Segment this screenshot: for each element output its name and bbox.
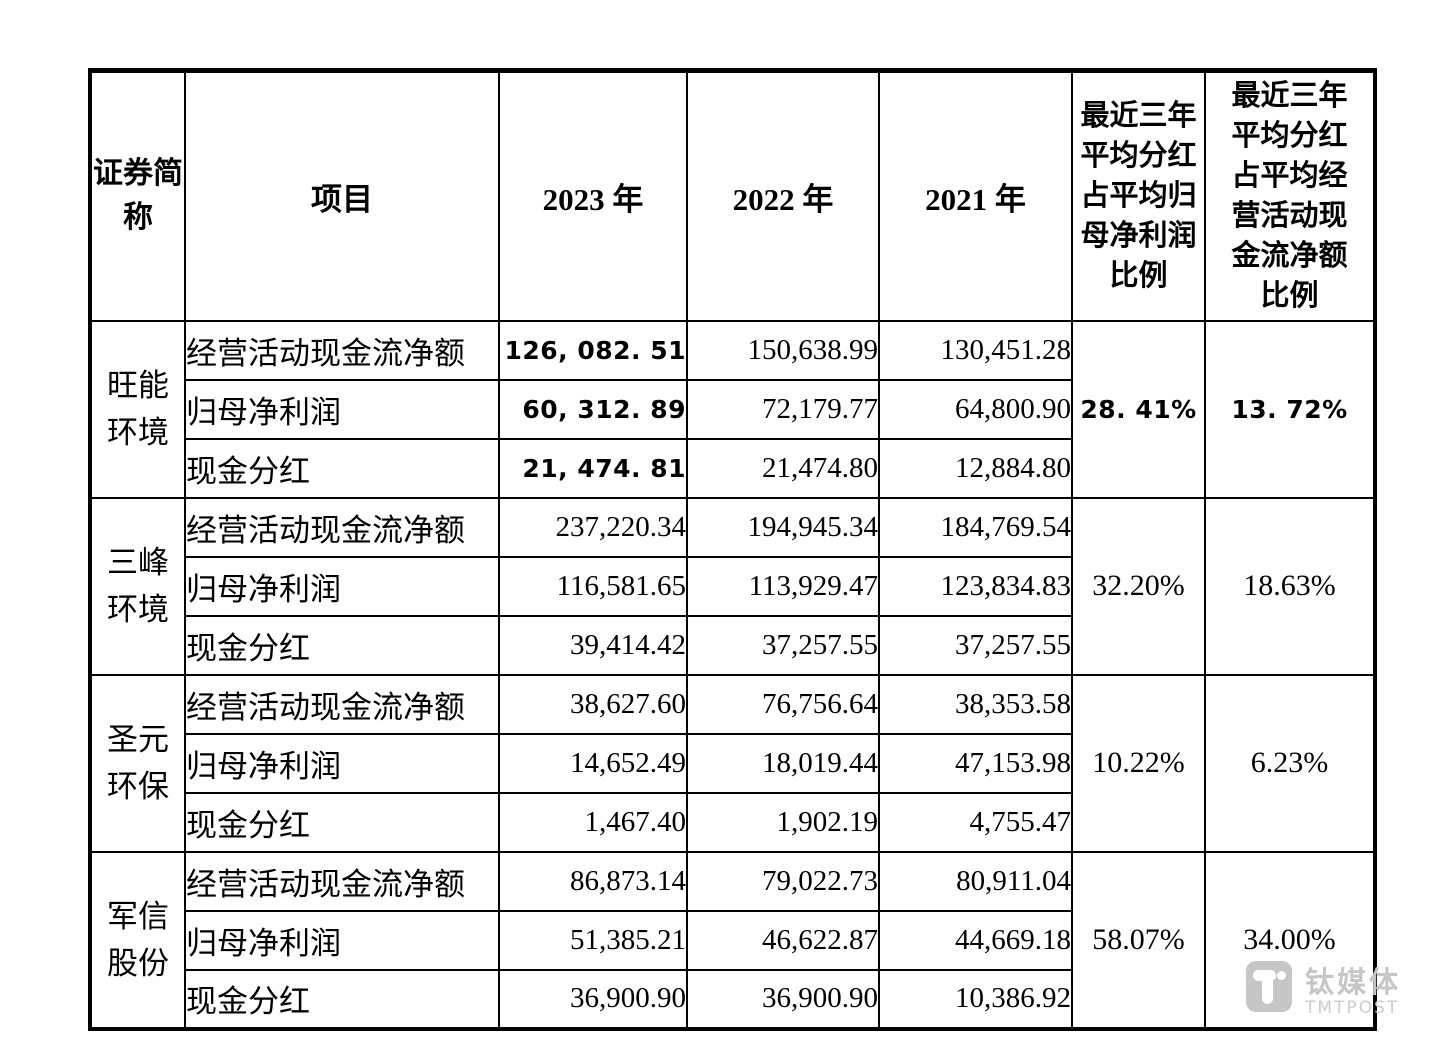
value-2022: 18,019.44 [686,732,880,794]
value-2022: 1,902.19 [686,791,880,853]
value-2021: 12,884.80 [878,437,1073,499]
company-group-sanfeng: 三峰环境 经营活动现金流净额 237,220.34 194,945.34 184… [89,496,1376,676]
value-2023: 14,652.49 [498,732,688,794]
item-label: 经营活动现金流净额 [184,850,500,912]
value-2022: 36,900.90 [686,968,880,1030]
value-2022: 150,638.99 [686,319,880,381]
table-row: 军信股份 经营活动现金流净额 86,873.14 79,022.73 80,91… [89,850,1376,1030]
header-year-2022: 2022 年 [686,69,880,322]
header-year-2021: 2021 年 [878,69,1073,322]
value-2022: 72,179.77 [686,378,880,440]
value-2023: 86,873.14 [498,850,688,912]
tmtpost-watermark: 钛媒体 TMTPOST [1246,961,1401,1017]
item-label: 现金分红 [184,791,500,853]
value-2023: 60, 312. 89 [498,378,688,440]
ratio-dividend-profit: 58.07% [1071,850,1206,1030]
header-item: 项目 [184,69,500,322]
item-label: 归母净利润 [184,909,500,971]
header-security-name: 证券简称 [89,69,186,322]
item-label: 经营活动现金流净额 [184,673,500,735]
value-2023: 36,900.90 [498,968,688,1030]
table-row: 现金分红 21, 474. 81 21,474.80 12,884.80 [90,437,1375,499]
value-2023: 38,627.60 [498,673,688,735]
item-label: 现金分红 [184,614,500,676]
watermark-brand-en: TMTPOST [1305,998,1400,1018]
company-group-shengyuan: 圣元环保 经营活动现金流净额 38,627.60 76,756.64 38,35… [89,673,1376,853]
value-2023: 237,220.34 [498,496,688,558]
value-2022: 37,257.55 [686,614,880,676]
value-2022: 194,945.34 [686,496,880,558]
company-group-wangneng: 旺能环境 经营活动现金流净额 126, 082. 51 150,638.99 1… [89,319,1376,499]
value-2023: 116,581.65 [498,555,688,617]
ratio-dividend-profit: 32.20% [1071,496,1206,676]
value-2021: 10,386.92 [878,968,1073,1030]
ratio-dividend-cashflow: 6.23% [1204,673,1376,853]
watermark-brand-cn: 钛媒体 [1305,965,1402,999]
value-2021: 130,451.28 [878,319,1073,381]
dividend-comparison-table: 证券简称 项目 2023 年 2022 年 2021 年 最近三年平均分红占平均… [88,68,1377,1031]
value-2023: 1,467.40 [498,791,688,853]
item-label: 经营活动现金流净额 [184,496,500,558]
value-2021: 64,800.90 [878,378,1073,440]
company-group-junxin: 军信股份 经营活动现金流净额 86,873.14 79,022.73 80,91… [89,850,1376,1030]
value-2021: 123,834.83 [878,555,1073,617]
ratio-dividend-cashflow: 13. 72% [1204,319,1376,499]
item-label: 归母净利润 [184,378,500,440]
header-ratio-cashflow: 最近三年平均分红占平均经营活动现金流净额比例 [1204,69,1376,322]
value-2021: 47,153.98 [878,732,1073,794]
value-2021: 184,769.54 [878,496,1073,558]
value-2021: 44,669.18 [878,909,1073,971]
header-year-2023: 2023 年 [498,69,688,322]
header-row: 证券简称 项目 2023 年 2022 年 2021 年 最近三年平均分红占平均… [89,69,1376,322]
value-2022: 21,474.80 [686,437,880,499]
table-row: 旺能环境 经营活动现金流净额 126, 082. 51 150,638.99 1… [89,319,1376,499]
table-row: 现金分红 39,414.42 37,257.55 37,257.55 [90,614,1375,676]
company-name: 三峰环境 [89,496,186,676]
item-label: 归母净利润 [184,732,500,794]
ratio-dividend-profit: 10.22% [1071,673,1206,853]
header-ratio-profit: 最近三年平均分红占平均归母净利润比例 [1071,69,1206,322]
value-2023: 21, 474. 81 [498,437,688,499]
table-row: 归母净利润 14,652.49 18,019.44 47,153.98 [90,732,1375,794]
table-row: 圣元环保 经营活动现金流净额 38,627.60 76,756.64 38,35… [89,673,1376,853]
company-name: 军信股份 [89,850,186,1030]
value-2022: 113,929.47 [686,555,880,617]
ratio-dividend-profit: 28. 41% [1071,319,1206,499]
item-label: 归母净利润 [184,555,500,617]
tmtpost-t-logo-icon [1246,961,1292,1017]
value-2022: 79,022.73 [686,850,880,912]
value-2021: 37,257.55 [878,614,1073,676]
item-label: 经营活动现金流净额 [184,319,500,381]
watermark-text: 钛媒体 TMTPOST [1305,968,1401,1017]
item-label: 现金分红 [184,968,500,1030]
ratio-dividend-cashflow: 18.63% [1204,496,1376,676]
value-2022: 46,622.87 [686,909,880,971]
value-2023: 51,385.21 [498,909,688,971]
table-row: 三峰环境 经营活动现金流净额 237,220.34 194,945.34 184… [89,496,1376,676]
value-2022: 76,756.64 [686,673,880,735]
table-row: 归母净利润 60, 312. 89 72,179.77 64,800.90 [90,378,1375,440]
value-2023: 126, 082. 51 [498,319,688,381]
company-name: 圣元环保 [89,673,186,853]
table-row: 现金分红 36,900.90 36,900.90 10,386.92 [90,968,1375,1030]
value-2023: 39,414.42 [498,614,688,676]
value-2021: 80,911.04 [878,850,1073,912]
table-row: 现金分红 1,467.40 1,902.19 4,755.47 [90,791,1375,853]
table-row: 归母净利润 116,581.65 113,929.47 123,834.83 [90,555,1375,617]
value-2021: 38,353.58 [878,673,1073,735]
item-label: 现金分红 [184,437,500,499]
company-name: 旺能环境 [89,319,186,499]
table-row: 归母净利润 51,385.21 46,622.87 44,669.18 [90,909,1375,971]
value-2021: 4,755.47 [878,791,1073,853]
